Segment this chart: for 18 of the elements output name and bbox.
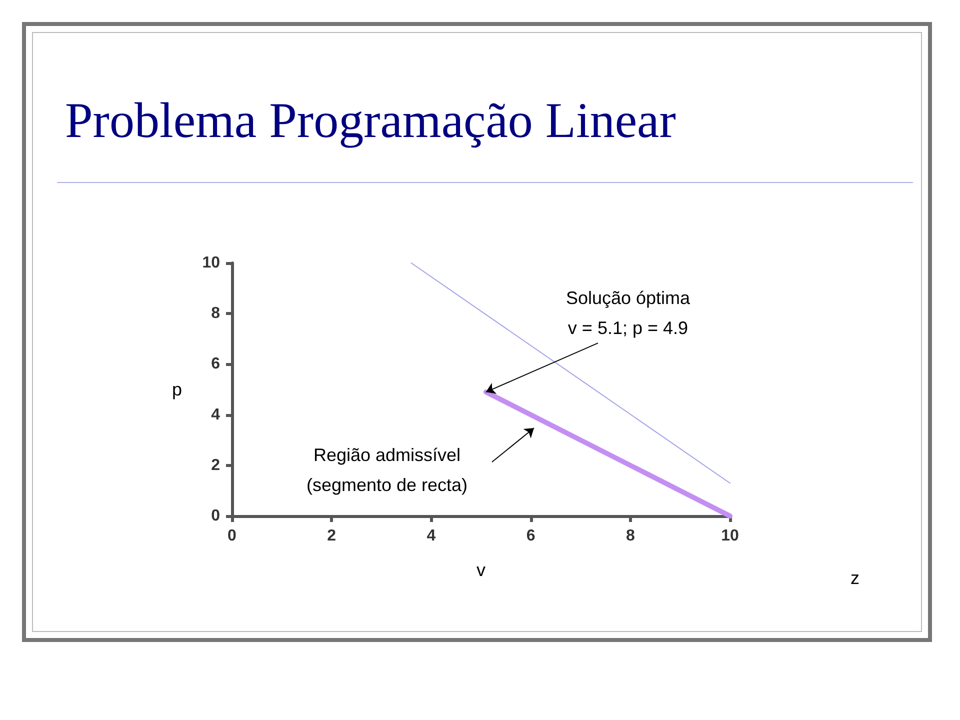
x-tick-label: 0 xyxy=(228,528,237,544)
chart-title: Problema Programação Linear xyxy=(65,92,676,148)
y-tick-label: 0 xyxy=(211,508,220,524)
x-tick-label: 4 xyxy=(426,528,436,544)
x-axis-title: v xyxy=(476,560,486,580)
x-tick-label: 10 xyxy=(721,528,739,544)
text: z xyxy=(850,568,860,588)
x-tick-label: 2 xyxy=(327,528,336,544)
y-axis-title: p xyxy=(172,380,182,400)
y-tick-label: 6 xyxy=(211,356,220,373)
y-tick-label: 8 xyxy=(211,305,220,322)
x-tick-label: 8 xyxy=(626,528,635,544)
y-tick-label: 10 xyxy=(202,254,220,272)
annotation: Solução óptima v = 5.1; p = 4.9 xyxy=(566,288,692,338)
x-tick-label: 6 xyxy=(526,528,536,544)
annotation: Região admissível (segmento de recta) xyxy=(306,445,468,495)
y-tick-label: 2 xyxy=(211,456,220,474)
y-tick-label: 4 xyxy=(211,406,220,424)
